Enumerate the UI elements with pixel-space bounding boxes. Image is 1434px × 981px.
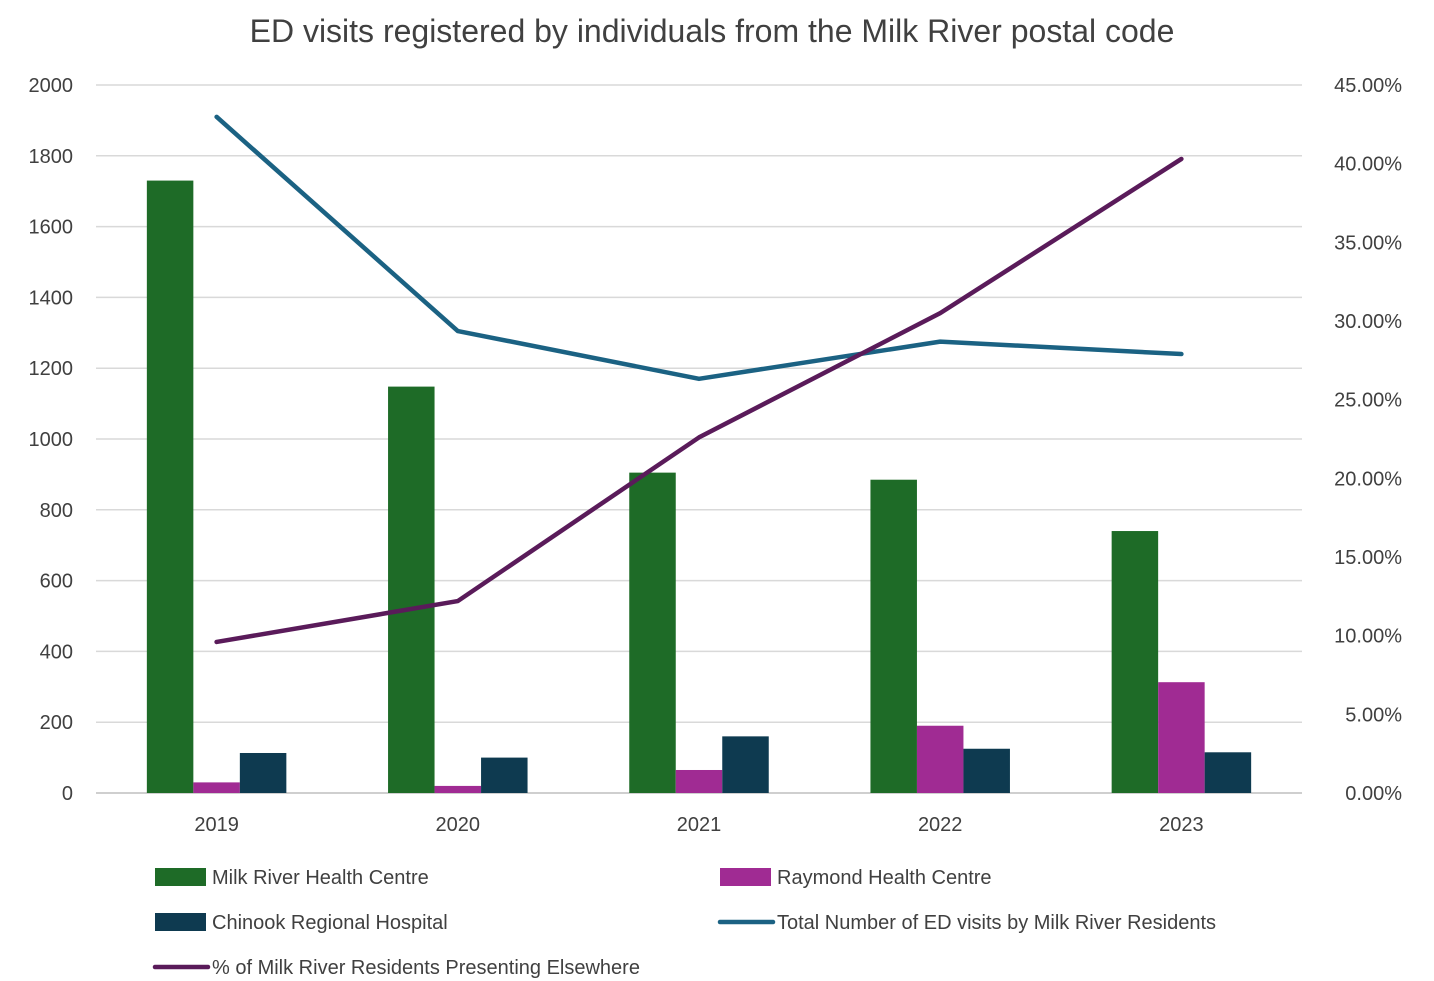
chart-title: ED visits registered by individuals from… <box>250 13 1175 49</box>
bar <box>916 725 964 793</box>
bar <box>1158 682 1205 793</box>
bar <box>388 386 435 793</box>
legend-label: % of Milk River Residents Presenting Els… <box>212 957 640 979</box>
legend-label: Chinook Regional Hospital <box>212 912 448 934</box>
y-left-tick-label: 1600 <box>29 217 74 239</box>
y-right-tick-label: 40.00% <box>1334 154 1402 176</box>
x-tick-label: 2020 <box>436 814 481 836</box>
y-right-tick-label: 35.00% <box>1334 232 1402 254</box>
y-right-tick-label: 5.00% <box>1345 704 1402 726</box>
series-line <box>214 114 1184 382</box>
y-left-tick-label: 1800 <box>29 146 74 168</box>
y-left-tick-label: 0 <box>62 783 73 805</box>
bar <box>1204 752 1252 793</box>
legend-swatch <box>155 913 206 931</box>
y-right-tick-label: 10.00% <box>1334 626 1402 648</box>
bar <box>870 479 917 793</box>
bar <box>146 180 194 793</box>
bar <box>1111 531 1159 793</box>
y-right-tick-label: 30.00% <box>1334 311 1402 333</box>
y-left-tick-label: 600 <box>40 571 73 593</box>
x-tick-label: 2022 <box>918 814 963 836</box>
y-left-tick-label: 800 <box>40 500 73 522</box>
legend-swatch <box>720 868 771 886</box>
lines-layer <box>214 114 1184 645</box>
y-right-tick-label: 45.00% <box>1334 75 1402 97</box>
bar <box>239 752 287 793</box>
bar <box>963 748 1010 793</box>
bar <box>481 757 528 793</box>
legend-label: Total Number of ED visits by Milk River … <box>777 912 1216 934</box>
y-right-tick-label: 0.00% <box>1345 783 1402 805</box>
y-right-tick-label: 25.00% <box>1334 390 1402 412</box>
bar <box>675 769 723 793</box>
bar <box>722 736 769 793</box>
x-tick-label: 2019 <box>194 814 239 836</box>
x-axis: 2019 2020 2021 2022 2023 <box>194 814 1203 836</box>
legend-label: Raymond Health Centre <box>777 867 992 889</box>
y-left-tick-label: 400 <box>40 641 73 663</box>
y-left-tick-label: 1200 <box>29 358 74 380</box>
legend: Milk River Health Centre Raymond Health C… <box>152 867 1216 979</box>
legend-swatch <box>155 868 206 886</box>
x-tick-label: 2023 <box>1159 814 1204 836</box>
bar <box>434 785 482 793</box>
bar <box>629 472 676 793</box>
y-left-tick-label: 200 <box>40 712 73 734</box>
right-axis: 0.00% 5.00% 10.00% 15.00% 20.00% 25.00% 30.00%… <box>1334 75 1402 805</box>
y-left-tick-label: 1400 <box>29 287 74 309</box>
bar <box>193 782 240 793</box>
legend-label: Milk River Health Centre <box>212 867 429 889</box>
y-right-tick-label: 15.00% <box>1334 547 1402 569</box>
y-left-tick-label: 2000 <box>29 75 74 97</box>
y-right-tick-label: 20.00% <box>1334 468 1402 490</box>
bars-layer <box>146 180 1252 793</box>
x-tick-label: 2021 <box>677 814 722 836</box>
y-left-tick-label: 1000 <box>29 429 74 451</box>
left-axis: 0 200 400 600 800 1000 1200 1400 1600 1800 2000 <box>29 75 74 805</box>
series-line <box>214 156 1184 645</box>
